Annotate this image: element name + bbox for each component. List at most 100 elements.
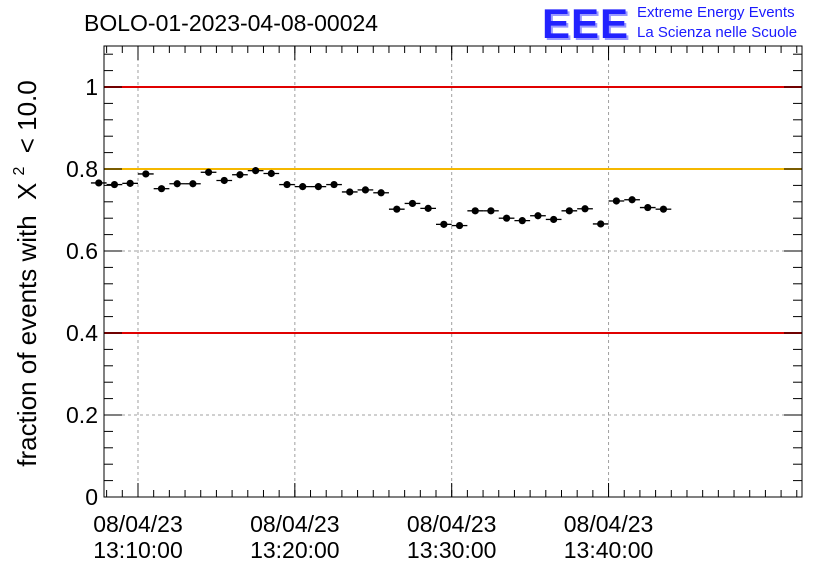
data-point [655, 205, 672, 213]
y-tick-label: 0.8 [66, 156, 98, 182]
reference-lines [104, 86, 802, 334]
data-point [373, 189, 389, 197]
marker [346, 188, 354, 196]
data-point [467, 207, 484, 215]
marker [424, 204, 432, 212]
data-point [137, 170, 154, 178]
x-tick-label-date: 08/04/23 [250, 511, 340, 537]
marker [204, 168, 213, 176]
eee-logo: EEE Extreme Energy Events La Scienza nel… [542, 0, 832, 48]
marker [534, 212, 542, 220]
data-point [185, 180, 201, 188]
data-point [326, 180, 342, 189]
data-point [122, 179, 138, 187]
data-point [561, 207, 578, 215]
marker [581, 205, 589, 213]
x-tick-label-time: 13:30:00 [407, 537, 497, 563]
chart-title: BOLO-01-2023-04-08-00024 [84, 10, 379, 36]
marker [612, 197, 620, 205]
marker [455, 221, 464, 230]
y-tick-label: 0.2 [66, 402, 98, 428]
x-tick-label-time: 13:40:00 [564, 537, 654, 563]
data-point [436, 220, 452, 228]
y-tick-label: 0.4 [66, 320, 98, 346]
marker [377, 189, 385, 197]
x-tick-label-time: 13:20:00 [250, 537, 340, 563]
marker [267, 169, 275, 178]
y-axis-label: fraction of events with X 2 < 10.0 [0, 80, 42, 466]
marker [220, 176, 228, 185]
marker [440, 220, 448, 228]
data-point [153, 185, 170, 193]
y-tick-label: 0 [85, 484, 98, 510]
marker [330, 180, 338, 189]
marker [487, 207, 495, 215]
marker [597, 220, 605, 228]
marker [157, 185, 166, 193]
data-points [90, 167, 672, 230]
marker [471, 207, 479, 215]
marker [361, 186, 370, 194]
marker [628, 196, 636, 204]
marker [283, 180, 291, 189]
data-point [592, 220, 609, 228]
data-point [216, 176, 233, 185]
data-point [451, 221, 468, 230]
marker [518, 217, 526, 225]
data-point [498, 214, 515, 222]
marker [502, 214, 511, 222]
marker [393, 205, 401, 213]
axis-ticks [104, 46, 802, 498]
data-point [624, 196, 640, 204]
data-point [310, 183, 327, 191]
marker [659, 205, 668, 213]
logo-letters: EEE [542, 0, 630, 47]
data-point [294, 183, 311, 191]
data-point [357, 186, 374, 194]
x-tick-label-date: 08/04/23 [407, 511, 497, 537]
x-tick-label-date: 08/04/23 [93, 511, 183, 537]
y-axis-label-exponent: 2 [11, 166, 28, 175]
y-axis-label-main: fraction of events with [12, 215, 42, 466]
marker [644, 203, 652, 212]
data-point [404, 199, 421, 208]
marker [314, 183, 322, 191]
marker [110, 180, 119, 189]
marker [126, 179, 134, 187]
data-point [514, 217, 531, 225]
x-tick-label-date: 08/04/23 [564, 511, 654, 537]
logo-line-1: Extreme Energy Events [637, 4, 795, 21]
data-point [545, 215, 562, 224]
data-point [420, 204, 437, 212]
data-point [483, 207, 499, 215]
data-point [279, 180, 295, 189]
marker [95, 179, 103, 187]
data-point [608, 197, 625, 205]
data-point [169, 180, 186, 188]
marker [565, 207, 573, 215]
plot-frame [103, 45, 803, 498]
marker [252, 167, 260, 175]
data-point [247, 167, 264, 175]
y-tick-label: 1 [85, 74, 98, 100]
data-point [639, 203, 656, 212]
data-point [232, 171, 248, 179]
marker [173, 180, 181, 188]
marker [236, 171, 244, 179]
marker [550, 215, 558, 224]
data-point [200, 168, 217, 176]
data-point [106, 180, 123, 189]
logo-line-2: La Scienza nelle Scuole [637, 24, 798, 41]
data-point [530, 212, 546, 220]
marker [299, 183, 307, 191]
data-point [577, 205, 593, 213]
x-tick-label-time: 13:10:00 [93, 537, 183, 563]
tick-labels: 00.20.40.60.8108/04/2313:10:0008/04/2313… [66, 74, 653, 563]
marker [408, 199, 417, 208]
y-tick-label: 0.6 [66, 238, 98, 264]
data-point [341, 188, 358, 196]
data-point [263, 169, 280, 178]
grid-lines [104, 46, 802, 497]
marker [189, 180, 197, 188]
